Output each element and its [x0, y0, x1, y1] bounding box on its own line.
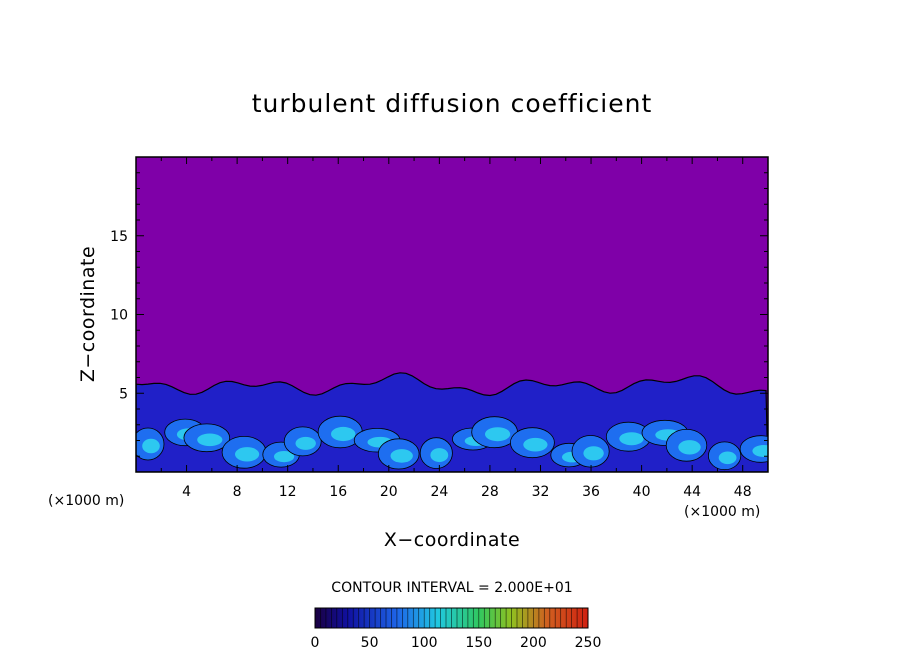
eddy-core — [718, 451, 737, 465]
x-tick-label: 24 — [430, 484, 448, 500]
x-tick-label: 28 — [481, 484, 499, 500]
colorbar-tick-label: 100 — [411, 635, 438, 651]
x-tick-label: 8 — [233, 484, 242, 500]
colorbar-tick-label: 50 — [361, 635, 379, 651]
eddy-core — [331, 426, 356, 442]
x-tick-label: 40 — [633, 484, 651, 500]
x-tick-label: 48 — [734, 484, 752, 500]
x-axis: 4 8 12 16 20 24 28 32 36 40 44 48 — [160, 157, 752, 500]
chart-title: turbulent diffusion coefficient — [252, 89, 653, 118]
colorbar-tick-label: 150 — [465, 635, 492, 651]
x-tick-label: 44 — [683, 484, 701, 500]
colorbar-tick-label: 250 — [575, 635, 602, 651]
eddy-core — [485, 427, 511, 442]
eddy-core — [430, 448, 449, 463]
x-tick-label: 20 — [380, 484, 398, 500]
eddy-core — [142, 438, 160, 454]
eddy-core — [235, 447, 260, 462]
eddy-core — [678, 440, 701, 455]
colorbar-ticks: 0 50 100 150 200 250 — [311, 635, 602, 651]
y-tick-label: 5 — [119, 386, 128, 402]
x-tick-label: 32 — [532, 484, 550, 500]
eddy-core — [583, 446, 604, 461]
turbulence-field — [136, 372, 768, 472]
y-unit-label: (×1000 m) — [48, 493, 124, 509]
y-axis: 5 10 15 — [110, 172, 768, 457]
colorbar-tick-label: 0 — [311, 635, 320, 651]
y-axis-label: Z−coordinate — [77, 246, 99, 382]
colorbar-tick-label: 200 — [520, 635, 547, 651]
eddy-core — [523, 437, 548, 452]
y-tick-label: 10 — [110, 308, 128, 324]
x-tick-label: 16 — [329, 484, 347, 500]
y-tick-label: 15 — [110, 229, 128, 245]
eddy-core — [619, 432, 644, 446]
x-tick-label: 36 — [582, 484, 600, 500]
x-unit-label: (×1000 m) — [684, 504, 760, 520]
eddy-core — [197, 433, 223, 447]
x-axis-label: X−coordinate — [384, 529, 520, 551]
eddy-core — [295, 436, 316, 450]
eddy-core — [390, 449, 413, 463]
contour-interval-label: CONTOUR INTERVAL = 2.000E+01 — [331, 580, 572, 596]
eddy-core — [752, 445, 768, 457]
colorbar-lines — [314, 608, 589, 628]
x-tick-label: 12 — [279, 484, 297, 500]
eddy-core — [274, 451, 295, 463]
x-tick-label: 4 — [182, 484, 191, 500]
